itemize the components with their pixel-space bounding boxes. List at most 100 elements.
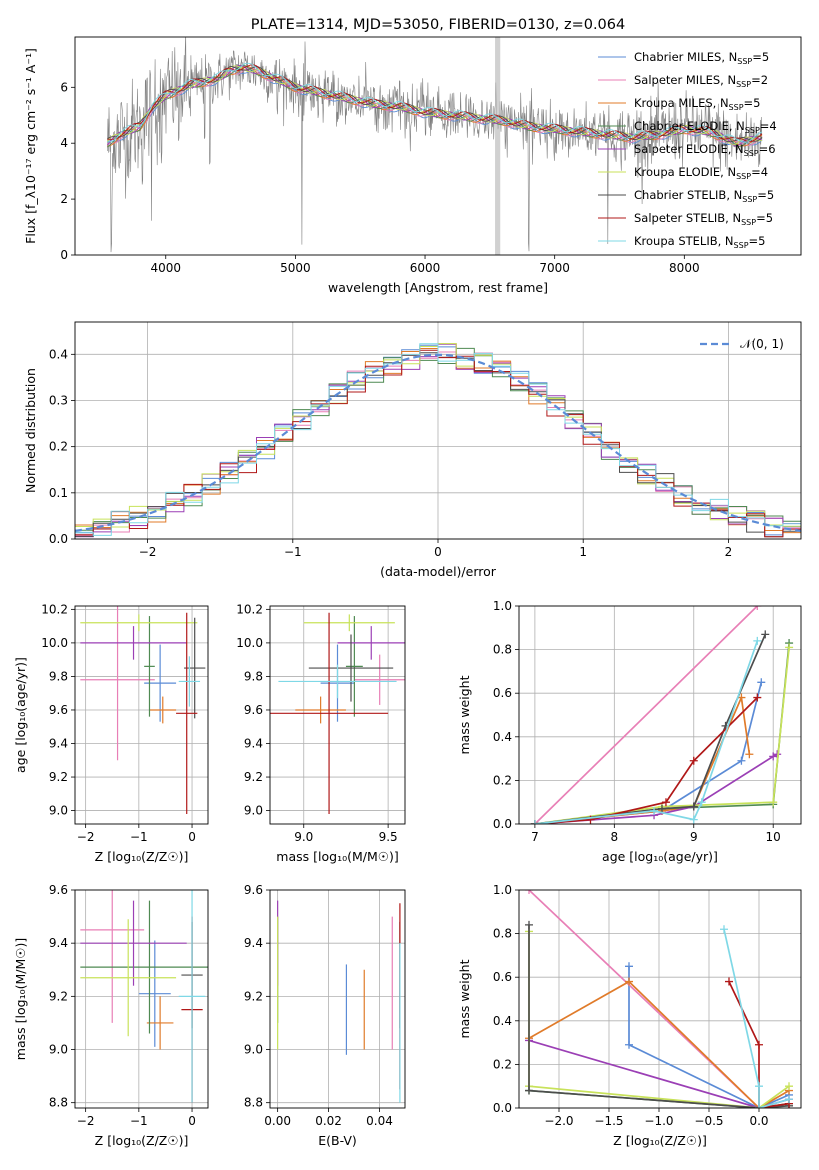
x-tick-label: 0.0 [749, 1114, 768, 1128]
x-tick-label: 8000 [669, 261, 700, 275]
x-tick-label: 0.04 [366, 1114, 393, 1128]
y-tick-label: 10.0 [41, 636, 68, 650]
x-axis-label: (data-model)/error [380, 564, 497, 579]
y-tick-label: 9.6 [49, 703, 68, 717]
legend-entry: 𝒩(0, 1) [740, 337, 784, 351]
weight-marker [753, 606, 762, 610]
weight-marker [697, 798, 706, 807]
errorbar-point-kroupa-stelib [178, 890, 206, 1103]
weight-marker [525, 920, 533, 929]
y-tick-label: 9.6 [244, 883, 263, 897]
weight-line-kroupa-miles [528, 980, 790, 1108]
weight-marker [720, 925, 728, 934]
weight-marker [753, 636, 762, 645]
model-spectrum-kroupa-stelib [107, 62, 763, 143]
legend-entry: Chabrier MILES, NSSP=5 [634, 50, 769, 66]
y-tick-label: 9.0 [49, 804, 68, 818]
weight-line-kroupa-elodie [534, 647, 790, 824]
weight-marker [755, 1104, 763, 1108]
weight-marker [625, 977, 633, 986]
legend-entry: Chabrier ELODIE, NSSP=4 [634, 119, 777, 135]
y-tick-label: 9.2 [49, 989, 68, 1003]
x-tick-label: 7000 [539, 261, 570, 275]
y-tick-label: 9.6 [49, 883, 68, 897]
weight-marker [737, 693, 746, 702]
weight-marker [761, 630, 770, 639]
plot-area [80, 890, 208, 1103]
y-tick-label: 0.2 [49, 440, 68, 454]
weight-line-chabrier-stelib [528, 924, 790, 1108]
errorbar-point-chabrier-elodie [144, 616, 155, 717]
x-tick-label: 8 [611, 830, 619, 844]
y-axis-label: age [log₁₀(age/yr)] [13, 657, 28, 773]
mass-vs-metallicity-panel: −2 −1 0 8.8 9.0 9.2 9.4 9.6 Z [log₁₀(Z/Z☉)] mass … [13, 883, 209, 1148]
axes-frame [518, 605, 802, 825]
x-tick-label: −1.0 [644, 1114, 673, 1128]
weight-marker [785, 643, 794, 652]
y-tick-label: 1.0 [493, 599, 512, 613]
spectrum-panel: 4000 5000 6000 7000 8000 0 2 4 6 wavelength [Angs… [23, 17, 802, 295]
errorbar-point-chabrier-stelib [184, 617, 206, 719]
model-spectrum-kroupa-elodie [107, 65, 763, 145]
legend-entry: Kroupa ELODIE, NSSP=4 [634, 165, 768, 181]
errorbar-point-kroupa-miles [149, 696, 177, 724]
legend-entry: Salpeter MILES, NSSP=2 [634, 73, 768, 89]
plot-area [270, 612, 405, 814]
weight-marker [689, 756, 698, 765]
x-tick-label: −1 [284, 545, 302, 559]
residual-histogram-panel: −2 −1 0 1 2 0.0 0.1 0.2 0.3 0.4 (data-model)/error… [23, 321, 802, 579]
x-tick-label: 10 [766, 830, 781, 844]
weight-marker [757, 678, 766, 687]
y-tick-label: 0.8 [493, 643, 512, 657]
errorbar-point-kroupa-stelib [278, 664, 397, 699]
weight-line-kroupa-stelib [534, 640, 759, 824]
chart-title: PLATE=1314, MJD=53050, FIBERID=0130, z=0… [251, 17, 625, 33]
y-tick-label: 0.4 [49, 347, 68, 361]
legend-entry: Kroupa STELIB, NSSP=5 [634, 234, 765, 250]
axes-frame [74, 36, 802, 256]
gaussian-curve [75, 353, 801, 532]
y-tick-label: 9.2 [244, 770, 263, 784]
y-tick-label: 9.4 [49, 936, 68, 950]
weight-line-kroupa-stelib [723, 929, 790, 1108]
errorbar-point-salpeter-miles [80, 606, 155, 761]
x-axis-label: age [log₁₀(age/yr)] [602, 849, 718, 864]
weight-marker [785, 1095, 793, 1104]
model-spectrum-salpeter-elodie [107, 64, 763, 147]
model-spectrum-salpeter-stelib [107, 64, 763, 143]
weight-marker [625, 962, 633, 971]
y-tick-label: 0.2 [493, 773, 512, 787]
model-spectrum-chabrier-stelib [107, 65, 763, 143]
y-tick-label: 1.0 [493, 883, 512, 897]
weight-line-salpeter-miles [534, 606, 758, 824]
y-axis-label: Normed distribution [23, 368, 38, 493]
x-tick-label: −1 [130, 830, 148, 844]
masked-region [495, 37, 501, 255]
x-tick-label: −2 [139, 545, 157, 559]
mass-vs-extinction-panel: 0.00 0.02 0.04 8.8 9.0 9.2 9.4 9.6 E(B-V) [244, 883, 406, 1148]
errorbar-point-salpeter-miles [80, 890, 145, 1023]
plot-area [525, 890, 793, 1108]
x-tick-label: 9.0 [294, 830, 313, 844]
y-tick-label: 9.6 [244, 703, 263, 717]
mass-weight-vs-age-panel: 7 8 9 10 0.0 0.2 0.4 0.6 0.8 1.0 age [log₁₀(age/yr… [457, 599, 802, 864]
x-tick-label: 0.00 [264, 1114, 291, 1128]
x-axis-label: Z [log₁₀(Z/Z☉)] [613, 1133, 707, 1148]
errorbar-point-kroupa-elodie [80, 614, 198, 632]
y-tick-label: 0.0 [493, 817, 512, 831]
weight-marker [530, 820, 539, 824]
y-tick-label: 9.2 [244, 989, 263, 1003]
plot-area [80, 606, 206, 814]
weight-line-chabrier-miles [628, 966, 790, 1108]
errorbar-point-kroupa-elodie [303, 614, 395, 632]
axes-frame [269, 605, 406, 825]
plot-area [530, 606, 794, 824]
weight-marker [657, 804, 666, 813]
age-vs-metallicity-panel: −2 −1 0 9.0 9.2 9.4 9.6 9.8 10.0 10.2 Z [log₁₀(Z/Z… [13, 602, 209, 864]
plot-area [277, 900, 401, 1103]
axes-frame [74, 321, 802, 540]
x-axis-label: Z [log₁₀(Z/Z☉)] [95, 1133, 189, 1148]
errorbar-point-salpeter-elodie [80, 626, 187, 660]
errorbar-point-chabrier-elodie [80, 900, 208, 1034]
